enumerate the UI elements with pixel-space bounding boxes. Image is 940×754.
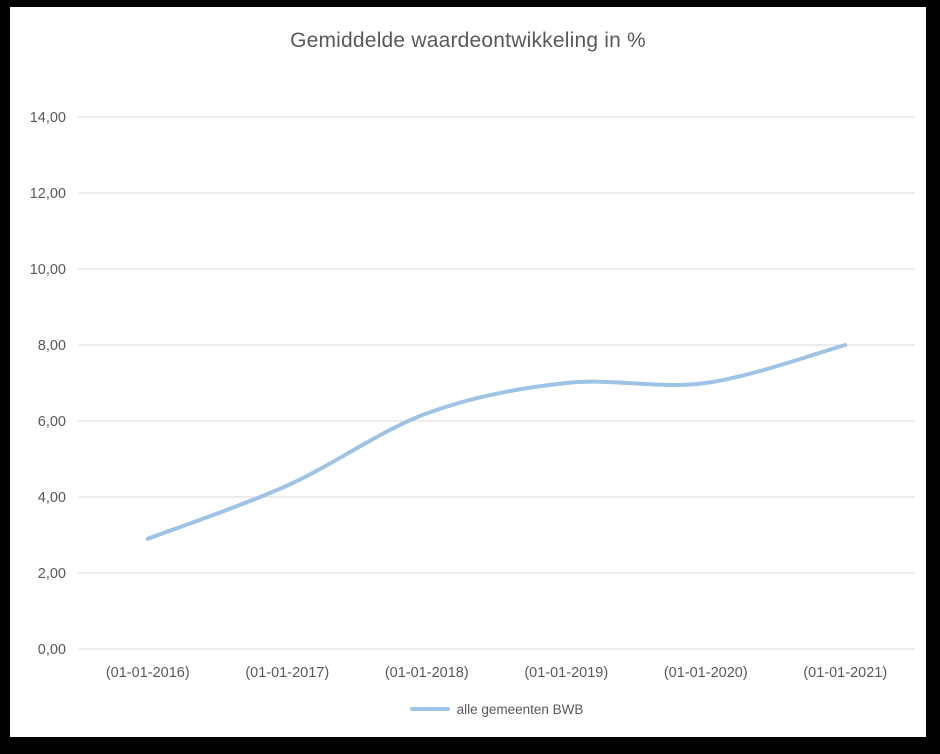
y-axis-tick-label: 14,00 <box>30 110 66 126</box>
x-axis-tick-label: (01-01-2019) <box>524 665 608 681</box>
y-axis-tick-label: 10,00 <box>30 262 66 278</box>
x-axis-tick-label: (01-01-2018) <box>385 665 469 681</box>
y-axis-tick-label: 2,00 <box>38 566 66 582</box>
y-axis-tick-label: 0,00 <box>38 642 66 658</box>
x-axis-tick-label: (01-01-2021) <box>803 665 887 681</box>
x-axis-tick-label: (01-01-2016) <box>106 665 190 681</box>
x-axis-tick-label: (01-01-2017) <box>245 665 329 681</box>
y-axis-tick-label: 12,00 <box>30 186 66 202</box>
chart-title: Gemiddelde waardeontwikkeling in % <box>290 29 646 52</box>
series-line <box>145 343 848 541</box>
legend-label: alle gemeenten BWB <box>456 701 584 717</box>
y-axis-tick-label: 4,00 <box>38 490 66 506</box>
y-axis-tick-label: 6,00 <box>38 414 66 430</box>
line-chart-plot: 0,00 2,00 4,00 6,00 8,00 10,00 12,00 14,00 (01-0… <box>30 110 915 681</box>
chart-canvas: Gemiddelde waardeontwikkeling in % 0,00 2… <box>10 7 926 737</box>
legend-line-swatch <box>409 707 450 711</box>
chart-legend: alle gemeenten BWB <box>78 698 915 720</box>
y-axis-tick-label: 8,00 <box>38 338 66 354</box>
x-axis-tick-label: (01-01-2020) <box>664 665 748 681</box>
